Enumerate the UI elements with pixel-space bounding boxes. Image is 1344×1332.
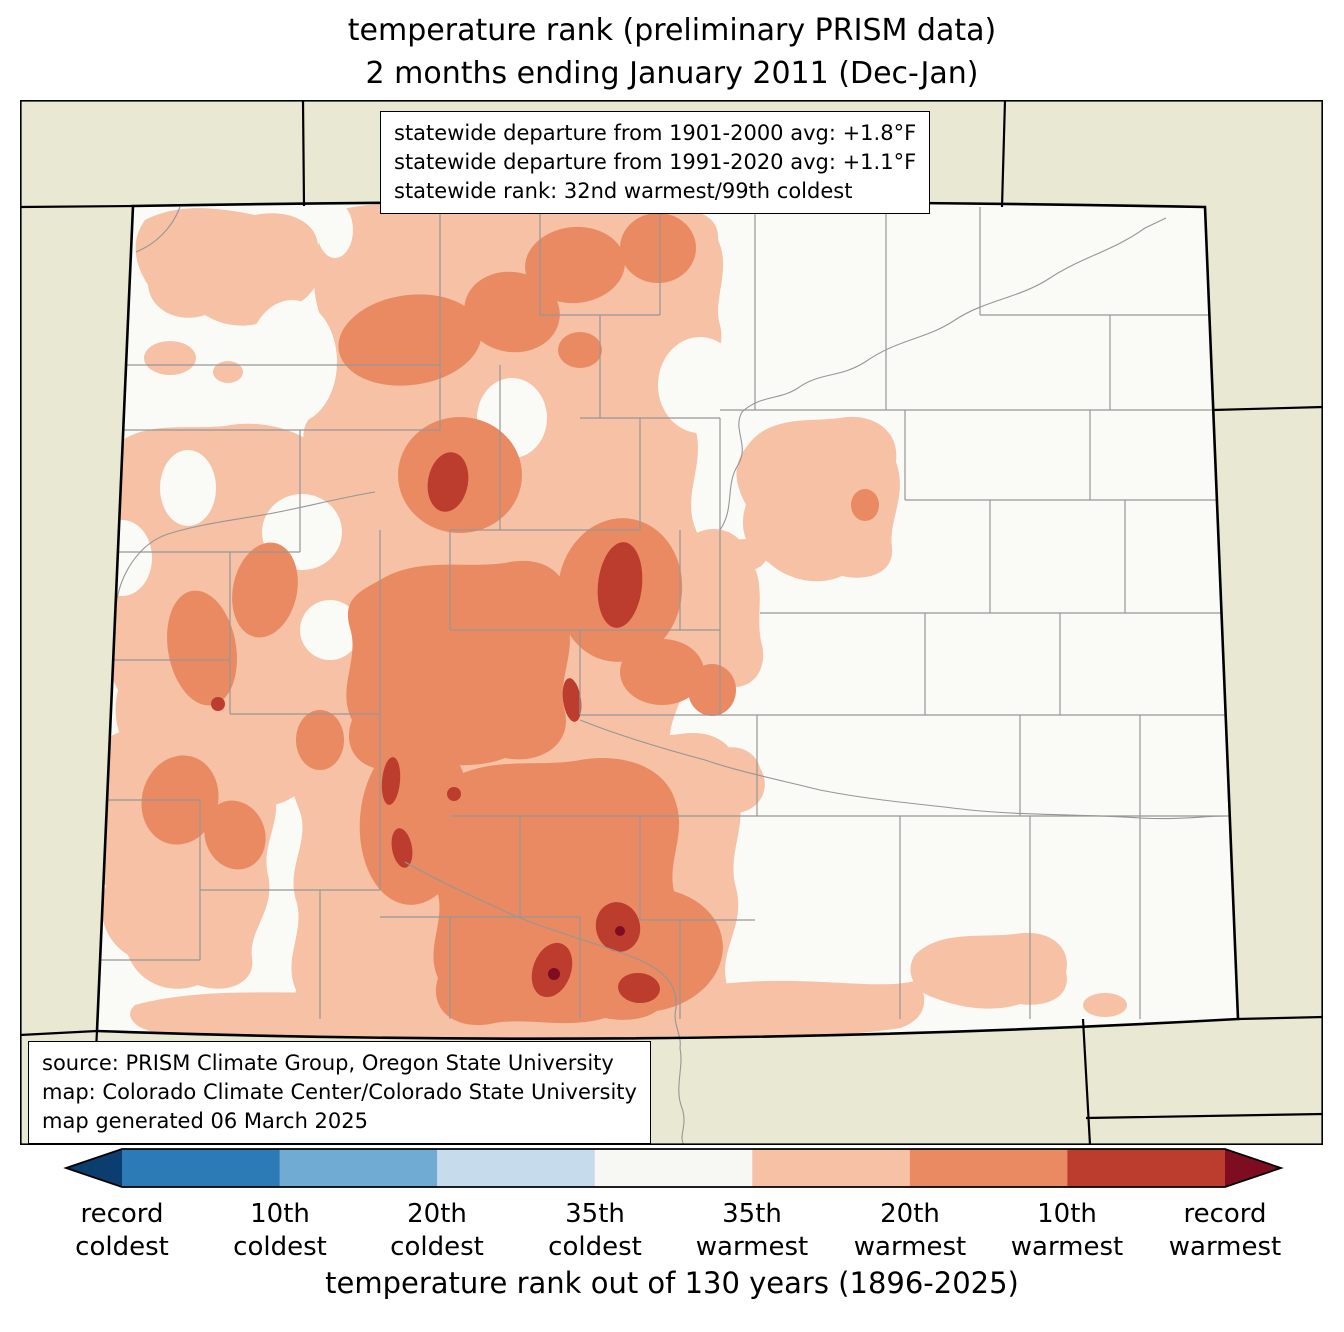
- blob: [851, 489, 879, 521]
- hole: [317, 202, 353, 258]
- tick-line: coldest: [75, 1232, 169, 1263]
- colorbar-tick-35th-coldest: 35th coldest: [505, 1198, 685, 1265]
- hole: [160, 450, 216, 526]
- spot: [562, 678, 582, 722]
- blob: [338, 294, 482, 386]
- colorbar-left-arrow: [66, 1149, 122, 1187]
- stats-line-3: statewide rank: 32nd warmest/99th coldes…: [394, 178, 853, 203]
- colorbar-segment-6: [909, 1149, 1069, 1187]
- blob: [723, 539, 767, 571]
- blob: [346, 560, 570, 770]
- source-box: source: PRISM Climate Group, Oregon Stat…: [28, 1041, 651, 1144]
- tick-line: 20th: [880, 1199, 940, 1229]
- colorbar-segment-1: [122, 1149, 281, 1187]
- colorbar-tick-20th-warmest: 20th warmest: [820, 1198, 1000, 1265]
- tick-line: warmest: [1010, 1232, 1124, 1263]
- tick-line: warmest: [695, 1232, 809, 1263]
- blob: [296, 710, 344, 770]
- title-block: temperature rank (preliminary PRISM data…: [0, 10, 1344, 95]
- tick-line: 35th: [722, 1199, 782, 1229]
- blob: [213, 361, 243, 383]
- tick-line: warmest: [853, 1232, 967, 1263]
- tick-line: 20th: [407, 1199, 467, 1229]
- blob: [558, 332, 602, 368]
- page-title: temperature rank (preliminary PRISM data…: [347, 13, 997, 48]
- rivers: [115, 206, 1227, 1145]
- colorbar-segment-2: [279, 1149, 438, 1187]
- colorbar-tick-35th-warmest: 35th warmest: [662, 1198, 842, 1265]
- blob: [97, 726, 277, 989]
- colorado-temperature-rank-map: [20, 100, 1323, 1145]
- colorbar-segment-7: [1067, 1149, 1225, 1187]
- blob: [688, 664, 736, 716]
- county-boundaries: [97, 207, 1235, 1019]
- blob: [135, 208, 321, 326]
- colorbar: [63, 1148, 1284, 1188]
- colorbar-tick-record-warmest: record warmest: [1135, 1198, 1315, 1265]
- rank-region-record-warmest: [548, 926, 625, 980]
- stats-line-1: statewide departure from 1901-2000 avg: …: [394, 121, 917, 145]
- blob: [232, 542, 298, 638]
- tick-line: warmest: [1168, 1232, 1282, 1263]
- blob: [620, 213, 696, 283]
- spot: [618, 972, 660, 1004]
- blob: [525, 226, 625, 304]
- source-line-2: map: Colorado Climate Center/Colorado St…: [42, 1079, 637, 1104]
- tick-line: coldest: [548, 1232, 642, 1263]
- blob: [167, 590, 237, 706]
- tick-line: record: [80, 1199, 164, 1229]
- spot: [427, 452, 469, 512]
- hole: [300, 600, 360, 660]
- statewide-stats-box: statewide departure from 1901-2000 avg: …: [380, 111, 931, 214]
- tick-line: coldest: [390, 1232, 484, 1263]
- tick-line: 10th: [1037, 1199, 1097, 1229]
- hole: [658, 337, 742, 433]
- colorbar-tick-10th-coldest: 10th coldest: [190, 1198, 370, 1265]
- rank-region-10th-warmest: [211, 452, 660, 1004]
- spot: [548, 968, 560, 980]
- blob: [144, 341, 196, 375]
- colorbar-outline: [63, 1148, 1284, 1188]
- spot: [211, 697, 225, 711]
- page-subtitle: 2 months ending January 2011 (Dec-Jan): [365, 55, 979, 91]
- map-frame: [20, 100, 1323, 1145]
- colorbar-segment-3: [437, 1149, 596, 1187]
- spot: [597, 542, 643, 628]
- tick-line: record: [1183, 1199, 1267, 1229]
- blob: [204, 800, 266, 870]
- colorbar-tick-record-coldest: record coldest: [32, 1198, 212, 1265]
- stats-line-2: statewide departure from 1991-2020 avg: …: [394, 149, 917, 174]
- colorbar-segment-5: [752, 1149, 911, 1187]
- blob: [695, 747, 765, 815]
- blob: [736, 416, 900, 582]
- colorbar-tick-20th-coldest: 20th coldest: [347, 1198, 527, 1265]
- blob: [910, 932, 1067, 1009]
- tick-line: 35th: [565, 1199, 625, 1229]
- rank-region-neutral-holes: [97, 202, 742, 660]
- colorbar-right-arrow: [1225, 1149, 1281, 1187]
- source-line-3: map generated 06 March 2025: [42, 1108, 369, 1133]
- spot: [615, 926, 625, 936]
- colorbar-segment-4: [594, 1149, 753, 1187]
- spot: [391, 828, 413, 868]
- spot: [447, 787, 461, 801]
- blob: [320, 266, 360, 294]
- spot: [381, 757, 401, 805]
- tick-line: 10th: [250, 1199, 310, 1229]
- colorbar-axis-label: temperature rank out of 130 years (1896-…: [325, 1266, 1019, 1300]
- tick-line: coldest: [233, 1232, 327, 1263]
- colorbar-tick-10th-warmest: 10th warmest: [977, 1198, 1157, 1265]
- hole: [247, 300, 337, 424]
- blob: [620, 639, 704, 705]
- source-line-1: source: PRISM Climate Group, Oregon Stat…: [42, 1051, 614, 1075]
- blob: [464, 271, 560, 353]
- blob: [1083, 993, 1127, 1017]
